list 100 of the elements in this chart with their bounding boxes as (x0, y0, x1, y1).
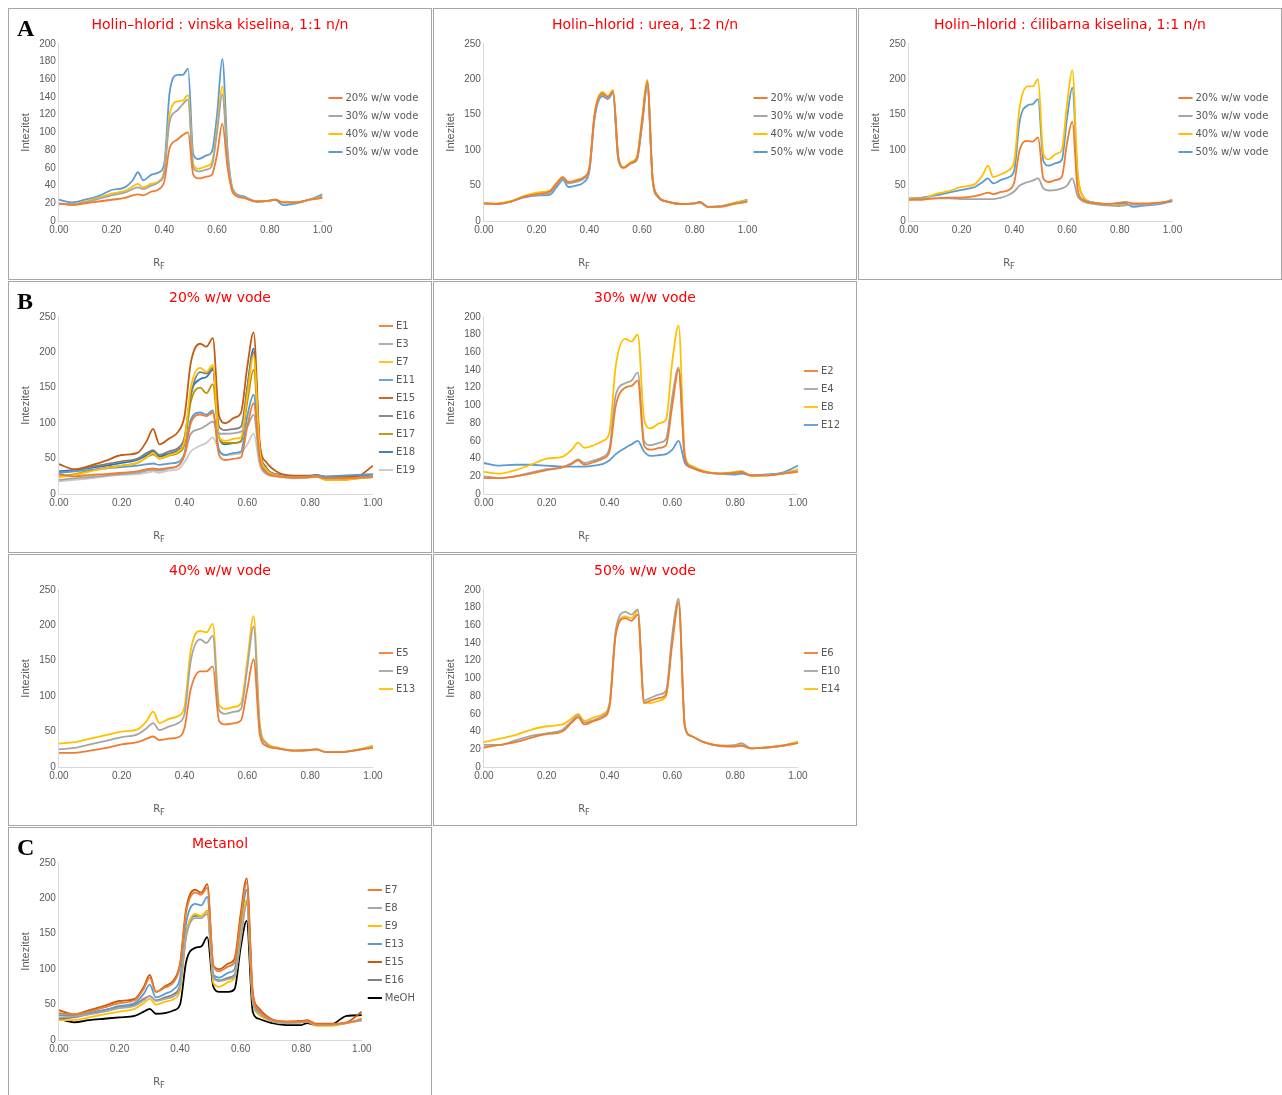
legend-label: E12 (820, 418, 840, 430)
y-tick-label: 250 (39, 310, 57, 322)
x-tick-label: 0.20 (109, 1042, 130, 1054)
legend-label: E7 (384, 883, 398, 895)
legend-label: E13 (384, 937, 404, 949)
x-tick-label: 1.00 (737, 223, 758, 235)
y-axis-title: Intezitet (18, 659, 31, 698)
legend-label: E19 (395, 463, 415, 475)
y-tick-label: 150 (39, 654, 57, 666)
x-tick-label: 0.40 (154, 223, 175, 235)
x-axis-title: R$_{F}$ (152, 803, 166, 817)
x-tick-label: 1.00 (312, 223, 333, 235)
legend-label: 20% w/w vode (770, 91, 844, 103)
x-tick-label: 0.60 (237, 496, 258, 508)
x-tick-label: 0.40 (1004, 223, 1025, 235)
chart-title: 30% w/w vode (594, 289, 696, 306)
y-tick-label: 0 (50, 214, 57, 226)
y-tick-label: 0 (475, 214, 482, 226)
x-tick-label: 0.20 (951, 223, 972, 235)
legend-label: E5 (395, 646, 409, 658)
x-tick-label: 0.60 (632, 223, 653, 235)
y-tick-label: 150 (464, 108, 482, 120)
x-tick-label: 0.20 (536, 496, 557, 508)
legend-label: 40% w/w vode (770, 127, 844, 139)
y-tick-label: 40 (44, 179, 57, 191)
y-tick-label: 250 (39, 583, 57, 595)
y-tick-label: 60 (469, 707, 482, 719)
chart-title: Holin–hlorid : vinska kiselina, 1:1 n/n (91, 16, 349, 33)
legend-label: E10 (820, 664, 840, 676)
legend-label: E14 (820, 682, 840, 694)
x-tick-label: 0.80 (300, 769, 321, 781)
legend-label: 40% w/w vode (1195, 127, 1269, 139)
y-tick-label: 80 (469, 689, 482, 701)
legend-label: E9 (384, 919, 398, 931)
legend-label: E9 (395, 664, 409, 676)
x-tick-label: 0.40 (174, 769, 195, 781)
y-tick-label: 100 (464, 143, 482, 155)
text: A (17, 15, 35, 42)
x-axis-title: R$_{F}$ (577, 530, 591, 544)
x-tick-label: 0.40 (579, 223, 600, 235)
y-tick-label: 60 (44, 161, 57, 173)
legend-label: 50% w/w vode (1195, 145, 1269, 157)
y-axis-title: Intezitet (443, 659, 456, 698)
y-tick-label: 60 (469, 434, 482, 446)
y-tick-label: 140 (39, 90, 57, 102)
x-tick-label: 0.80 (260, 223, 280, 235)
x-tick-label: 0.60 (207, 223, 228, 235)
chart-title: Holin–hlorid : ćilibarna kiselina, 1:1 n/n (934, 16, 1206, 33)
chart-title: Holin–hlorid : urea, 1:2 n/n (551, 16, 739, 33)
y-tick-label: 120 (464, 654, 482, 666)
y-tick-label: 180 (39, 55, 57, 67)
y-tick-label: 0 (475, 760, 482, 772)
y-tick-label: 0 (475, 487, 482, 499)
y-tick-label: 200 (464, 583, 482, 595)
x-tick-label: 1.00 (363, 496, 384, 508)
legend-label: 40% w/w vode (345, 127, 419, 139)
y-tick-label: 180 (464, 328, 482, 340)
x-tick-label: 0.20 (111, 769, 132, 781)
legend-label: E15 (395, 391, 415, 403)
y-axis-title: Intezitet (18, 113, 31, 152)
y-tick-label: 200 (39, 618, 57, 630)
y-tick-label: 150 (889, 108, 907, 120)
y-tick-label: 20 (469, 470, 482, 482)
y-tick-label: 150 (39, 927, 57, 939)
legend-label: E13 (395, 682, 415, 694)
y-tick-label: 0 (900, 214, 907, 226)
legend-label: 20% w/w vode (345, 91, 419, 103)
y-tick-label: 40 (469, 725, 482, 737)
legend-label: 30% w/w vode (1195, 109, 1269, 121)
legend-label: E18 (395, 445, 415, 457)
chart-title: Metanol (191, 835, 249, 852)
y-tick-label: 160 (464, 618, 482, 630)
x-tick-label: 0.00 (49, 1042, 70, 1054)
y-tick-label: 140 (464, 363, 482, 375)
legend-label: 30% w/w vode (770, 109, 844, 121)
x-axis-title: R$_{F}$ (577, 257, 591, 271)
legend-label: E4 (820, 382, 834, 394)
legend-label: MeOH (384, 991, 415, 1003)
y-axis-title: Intezitet (18, 932, 31, 971)
y-tick-label: 40 (469, 452, 482, 464)
y-tick-label: 50 (44, 452, 57, 464)
legend-label: E2 (820, 364, 834, 376)
legend-label: 50% w/w vode (770, 145, 844, 157)
y-tick-label: 50 (894, 179, 907, 191)
x-tick-label: 0.80 (685, 223, 705, 235)
x-tick-label: 0.20 (101, 223, 122, 235)
y-tick-label: 200 (39, 37, 57, 49)
x-tick-label: 0.20 (526, 223, 547, 235)
x-tick-label: 0.40 (599, 769, 620, 781)
x-axis-title: R$_{F}$ (152, 530, 166, 544)
legend-label: 20% w/w vode (1195, 91, 1269, 103)
y-tick-label: 100 (464, 672, 482, 684)
y-tick-label: 120 (39, 108, 57, 120)
y-axis-title: Intezitet (443, 113, 456, 152)
legend-label: E8 (820, 400, 834, 412)
legend-label: E11 (395, 373, 415, 385)
y-tick-label: 100 (39, 689, 57, 701)
x-tick-label: 0.40 (599, 496, 620, 508)
x-tick-label: 0.80 (291, 1042, 312, 1054)
legend-label: 30% w/w vode (345, 109, 419, 121)
